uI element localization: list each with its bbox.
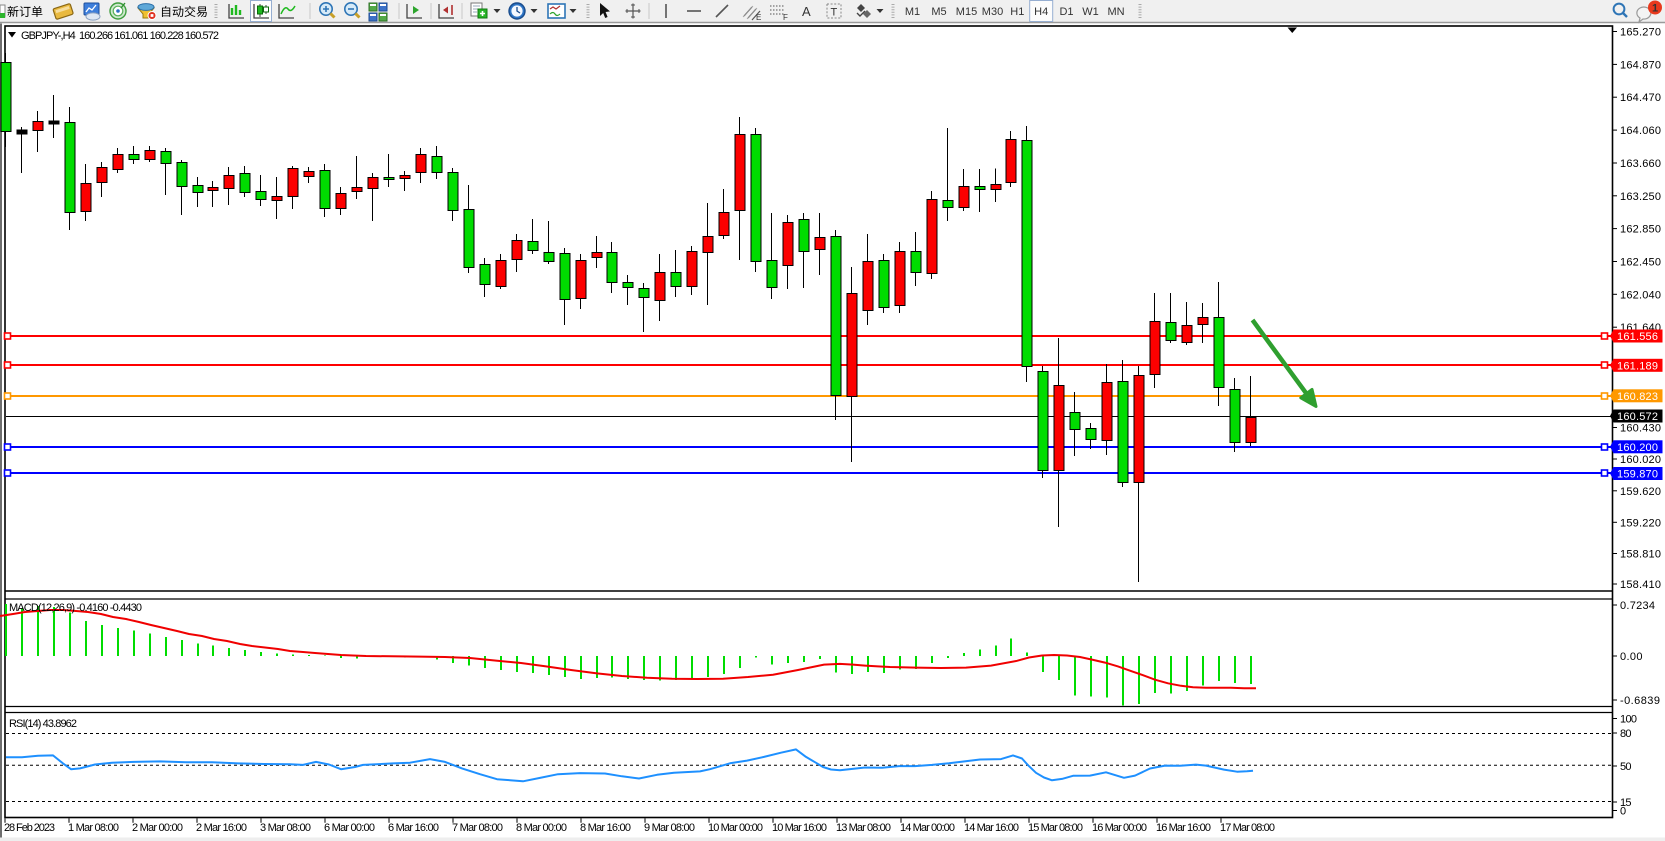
svg-text:M15: M15 [956,6,977,18]
svg-text:162.850: 162.850 [1620,224,1661,236]
svg-text:2 Mar 16:00: 2 Mar 16:00 [196,822,247,834]
svg-text:50: 50 [1620,761,1632,773]
svg-text:9 Mar 08:00: 9 Mar 08:00 [644,822,695,834]
svg-text:164.470: 164.470 [1620,92,1661,104]
svg-text:0.00: 0.00 [1620,651,1643,663]
svg-text:F: F [783,13,788,22]
svg-text:14 Mar 16:00: 14 Mar 16:00 [964,822,1019,834]
svg-text:16 Mar 16:00: 16 Mar 16:00 [1156,822,1211,834]
svg-text:8 Mar 00:00: 8 Mar 00:00 [516,822,567,834]
svg-text:A: A [802,4,811,19]
svg-text:13 Mar 08:00: 13 Mar 08:00 [836,822,891,834]
svg-text:28 Feb 2023: 28 Feb 2023 [4,822,55,834]
svg-text:D1: D1 [1059,6,1073,18]
svg-text:159.620: 159.620 [1620,486,1661,498]
svg-text:160.020: 160.020 [1620,454,1661,466]
svg-text:0: 0 [1620,806,1626,818]
svg-text:E: E [756,13,761,22]
svg-text:2 Mar 00:00: 2 Mar 00:00 [132,822,183,834]
svg-text:162.450: 162.450 [1620,257,1661,269]
svg-text:M5: M5 [931,6,946,18]
svg-text:14 Mar 00:00: 14 Mar 00:00 [900,822,955,834]
svg-text:W1: W1 [1082,6,1099,18]
svg-text:MACD(12,26,9) -0.4160 -0.4430: MACD(12,26,9) -0.4160 -0.4430 [9,602,142,614]
svg-text:-0.6839: -0.6839 [1620,695,1660,707]
svg-text:160.200: 160.200 [1617,442,1658,454]
svg-text:162.040: 162.040 [1620,289,1661,301]
svg-text:1 Mar 08:00: 1 Mar 08:00 [68,822,119,834]
svg-text:17 Mar 08:00: 17 Mar 08:00 [1220,822,1275,834]
svg-text:80: 80 [1620,728,1632,740]
svg-text:1: 1 [1652,3,1658,15]
svg-text:7 Mar 08:00: 7 Mar 08:00 [452,822,503,834]
svg-text:GBPJPY-,H4 160.266 161.061 16: GBPJPY-,H4 160.266 161.061 160.228 160.5… [21,30,219,42]
svg-text:16 Mar 00:00: 16 Mar 00:00 [1092,822,1147,834]
svg-text:165.270: 165.270 [1620,27,1661,39]
svg-text:M1: M1 [905,6,920,18]
svg-text:160.572: 160.572 [1617,411,1658,423]
svg-text:10 Mar 16:00: 10 Mar 16:00 [772,822,827,834]
svg-text:161.189: 161.189 [1617,360,1658,372]
svg-text:H4: H4 [1034,6,1048,18]
svg-text:T: T [831,7,838,19]
svg-text:164.870: 164.870 [1620,59,1661,71]
svg-text:RSI(14) 43.8962: RSI(14) 43.8962 [9,718,77,730]
svg-text:164.060: 164.060 [1620,125,1661,137]
svg-text:100: 100 [1620,714,1637,726]
svg-text:3 Mar 08:00: 3 Mar 08:00 [260,822,311,834]
svg-text:158.810: 158.810 [1620,549,1661,561]
svg-text:15: 15 [1620,797,1632,809]
svg-text:10 Mar 00:00: 10 Mar 00:00 [708,822,763,834]
svg-text:159.220: 159.220 [1620,517,1661,529]
svg-text:160.430: 160.430 [1620,423,1661,435]
svg-text:160.823: 160.823 [1617,391,1658,403]
svg-text:6 Mar 00:00: 6 Mar 00:00 [324,822,375,834]
svg-text:15 Mar 08:00: 15 Mar 08:00 [1028,822,1083,834]
svg-text:M30: M30 [982,6,1003,18]
svg-text:8 Mar 16:00: 8 Mar 16:00 [580,822,631,834]
svg-text:159.870: 159.870 [1617,469,1658,481]
svg-text:163.660: 163.660 [1620,158,1661,170]
svg-text:MN: MN [1107,6,1124,18]
svg-text:163.250: 163.250 [1620,191,1661,203]
svg-text:H1: H1 [1010,6,1024,18]
svg-text:0.7234: 0.7234 [1620,600,1655,612]
svg-text:158.410: 158.410 [1620,579,1661,591]
svg-text:161.556: 161.556 [1617,331,1658,343]
svg-text:6 Mar 16:00: 6 Mar 16:00 [388,822,439,834]
